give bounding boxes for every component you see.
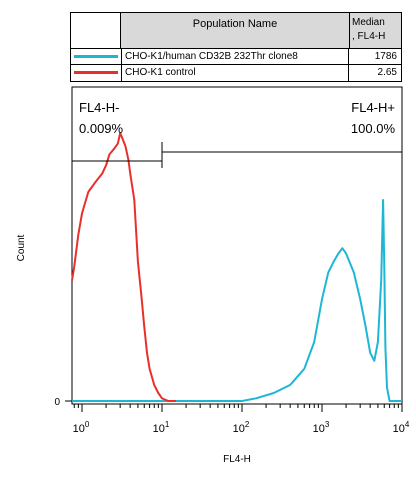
legend-row: CHO-K1 control 2.65 xyxy=(71,64,401,81)
series-line-clone8 xyxy=(72,199,402,402)
legend-table: Population Name Median , FL4-H CHO-K1/hum… xyxy=(70,12,402,82)
x-tick-exponent: 1 xyxy=(165,420,170,429)
legend-swatch-header xyxy=(71,13,121,48)
x-tick-exponent: 2 xyxy=(245,420,250,429)
gate-layer: FL4-H- 0.009% FL4-H+ 100.0% xyxy=(72,100,402,168)
legend-swatch xyxy=(74,71,118,74)
legend-swatch xyxy=(74,55,118,58)
gate-label-negative: FL4-H- xyxy=(79,100,119,115)
x-tick-exponent: 0 xyxy=(85,420,90,429)
x-tick-base: 10 xyxy=(153,423,165,435)
x-tick-base: 10 xyxy=(313,423,325,435)
legend-header: Population Name Median , FL4-H xyxy=(71,13,401,48)
legend-row-name: CHO-K1/human CD32B 232Thr clone8 xyxy=(121,49,349,65)
x-axis-label: FL4-H xyxy=(223,454,251,465)
legend-row-median: 1786 xyxy=(374,51,397,62)
legend-median-header-text: Median , FL4-H xyxy=(352,16,401,44)
series-layer xyxy=(71,132,402,402)
x-tick-base: 10 xyxy=(73,423,85,435)
legend-median-header-line: Median xyxy=(352,17,385,28)
legend-row-median: 2.65 xyxy=(377,67,397,78)
x-tick-base: 10 xyxy=(393,423,405,435)
x-tick-label: 100 xyxy=(73,420,90,435)
gate-percent-positive: 100.0% xyxy=(351,121,396,136)
x-tick-exponent: 3 xyxy=(325,420,330,429)
gate-percent-negative: 0.009% xyxy=(79,121,124,136)
x-tick-label: 101 xyxy=(153,420,170,435)
legend-name-header: Population Name xyxy=(121,13,350,48)
x-tick-label: 103 xyxy=(313,420,330,435)
legend-median-header: Median , FL4-H xyxy=(350,13,401,48)
x-tick-exponent: 4 xyxy=(405,420,410,429)
y-tick-label: 0 xyxy=(54,397,60,408)
legend-row-name: CHO-K1 control xyxy=(121,65,349,81)
y-axis-label: Count xyxy=(16,234,27,261)
legend-row: CHO-K1/human CD32B 232Thr clone8 1786 xyxy=(71,48,401,65)
series-line-control xyxy=(71,132,177,402)
x-tick-label: 104 xyxy=(393,420,410,435)
x-tick-label: 102 xyxy=(233,420,250,435)
plot-frame xyxy=(71,86,403,405)
legend-median-header-line: , FL4-H xyxy=(352,31,386,42)
x-tick-base: 10 xyxy=(233,423,245,435)
gate-label-positive: FL4-H+ xyxy=(351,100,395,115)
